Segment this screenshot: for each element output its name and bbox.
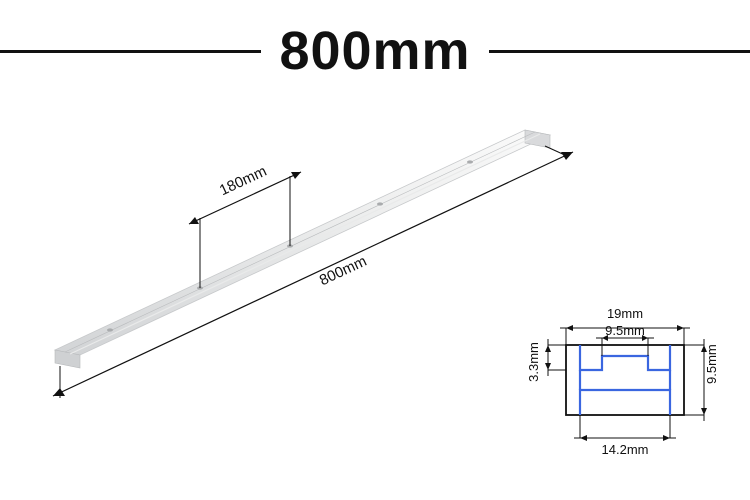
- dim-slot-bottom: 14.2mm: [574, 415, 676, 457]
- svg-text:9.5mm: 9.5mm: [605, 323, 645, 338]
- dim-lip-height: 3.3mm: [526, 339, 566, 382]
- rail-body: [55, 130, 550, 368]
- svg-text:9.5mm: 9.5mm: [704, 344, 719, 384]
- dim-height-outer: 9.5mm: [684, 339, 719, 421]
- cross-section-diagram: 19mm 9.5mm 9.5mm 3.3mm: [520, 280, 720, 460]
- rail-diagram: 180mm 800mm: [15, 90, 575, 410]
- svg-text:19mm: 19mm: [607, 306, 643, 321]
- title-rule-right: [489, 50, 750, 53]
- dimension-label-800: 800mm: [317, 253, 370, 290]
- dimension-800mm: 800mm: [53, 146, 573, 398]
- dimension-label-180: 180mm: [217, 163, 270, 200]
- svg-text:14.2mm: 14.2mm: [602, 442, 649, 457]
- title-rule-left: [0, 50, 261, 53]
- svg-text:3.3mm: 3.3mm: [526, 342, 541, 382]
- title-row: 800mm: [0, 20, 750, 82]
- page-title: 800mm: [261, 20, 488, 82]
